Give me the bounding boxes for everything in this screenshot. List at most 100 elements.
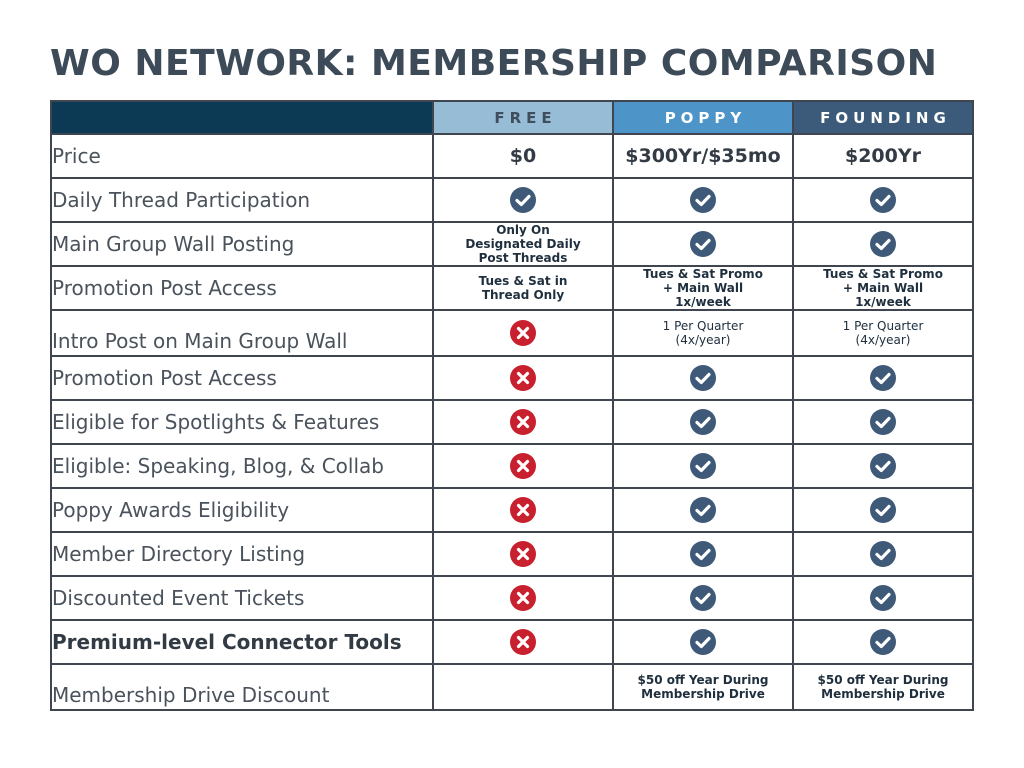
cell-free bbox=[432, 663, 614, 711]
cell-note: Tues & Sat Promo + Main Wall 1x/week bbox=[823, 267, 943, 309]
feature-label: Daily Thread Participation bbox=[50, 177, 434, 223]
cell-note: 1 Per Quarter (4x/year) bbox=[662, 319, 744, 347]
cell-poppy bbox=[612, 531, 794, 577]
cell-poppy bbox=[612, 487, 794, 533]
tier-header-poppy: POPPY bbox=[612, 100, 794, 135]
feature-label: Member Directory Listing bbox=[50, 531, 434, 577]
cell-founding bbox=[792, 355, 974, 401]
check-icon bbox=[690, 409, 716, 435]
cell-free bbox=[432, 531, 614, 577]
cell-founding bbox=[792, 177, 974, 223]
cell-free bbox=[432, 487, 614, 533]
check-icon bbox=[690, 453, 716, 479]
cell-note: Only On Designated Daily Post Threads bbox=[465, 223, 581, 265]
cell-poppy: 1 Per Quarter (4x/year) bbox=[612, 309, 794, 357]
cell-founding bbox=[792, 575, 974, 621]
cross-icon bbox=[510, 585, 536, 611]
feature-label: Intro Post on Main Group Wall bbox=[50, 309, 434, 357]
feature-label: Promotion Post Access bbox=[50, 355, 434, 401]
cell-free bbox=[432, 355, 614, 401]
cell-note: $50 off Year During Membership Drive bbox=[637, 673, 769, 701]
page-title: WO NETWORK: MEMBERSHIP COMPARISON bbox=[50, 43, 938, 84]
table-row: Intro Post on Main Group Wall 1 Per Quar… bbox=[50, 309, 974, 357]
cell-poppy: $50 off Year During Membership Drive bbox=[612, 663, 794, 711]
check-icon bbox=[510, 187, 536, 213]
cell-free bbox=[432, 177, 614, 223]
price-free: $0 bbox=[509, 145, 537, 167]
feature-label: Main Group Wall Posting bbox=[50, 221, 434, 267]
cell-poppy bbox=[612, 177, 794, 223]
comparison-table: FREE POPPY FOUNDING Price $0 $300Yr/$35m… bbox=[50, 100, 974, 711]
feature-label: Membership Drive Discount bbox=[50, 663, 434, 711]
cell-note: $50 off Year During Membership Drive bbox=[817, 673, 949, 701]
cell-free bbox=[432, 575, 614, 621]
check-icon bbox=[690, 585, 716, 611]
cell-poppy bbox=[612, 619, 794, 665]
cross-icon bbox=[510, 365, 536, 391]
cross-icon bbox=[510, 453, 536, 479]
check-icon bbox=[870, 409, 896, 435]
price-poppy: $300Yr/$35mo bbox=[625, 145, 781, 167]
feature-label: Eligible: Speaking, Blog, & Collab bbox=[50, 443, 434, 489]
feature-label: Poppy Awards Eligibility bbox=[50, 487, 434, 533]
table-row: Price $0 $300Yr/$35mo $200Yr bbox=[50, 133, 974, 179]
tier-header-founding: FOUNDING bbox=[792, 100, 974, 135]
tier-header-free: FREE bbox=[432, 100, 614, 135]
check-icon bbox=[690, 497, 716, 523]
cell-poppy bbox=[612, 399, 794, 445]
check-icon bbox=[690, 187, 716, 213]
cross-icon bbox=[510, 629, 536, 655]
tier-label-free: FREE bbox=[494, 108, 557, 127]
cell-poppy bbox=[612, 355, 794, 401]
tier-label-poppy: POPPY bbox=[664, 108, 747, 127]
cell-poppy: Tues & Sat Promo + Main Wall 1x/week bbox=[612, 265, 794, 311]
price-founding: $200Yr bbox=[844, 145, 921, 167]
cell-poppy: $300Yr/$35mo bbox=[612, 133, 794, 179]
table-row: Promotion Post Access Tues & Sat in Thre… bbox=[50, 265, 974, 311]
table-header-row: FREE POPPY FOUNDING bbox=[50, 100, 974, 135]
cell-poppy bbox=[612, 575, 794, 621]
check-icon bbox=[870, 453, 896, 479]
cross-icon bbox=[510, 320, 536, 346]
table-row: Main Group Wall Posting Only On Designat… bbox=[50, 221, 974, 267]
check-icon bbox=[690, 365, 716, 391]
cross-icon bbox=[510, 497, 536, 523]
check-icon bbox=[690, 541, 716, 567]
cross-icon bbox=[510, 409, 536, 435]
check-icon bbox=[870, 497, 896, 523]
table-row: Eligible: Speaking, Blog, & Collab bbox=[50, 443, 974, 489]
cell-free bbox=[432, 443, 614, 489]
check-icon bbox=[870, 541, 896, 567]
cell-poppy bbox=[612, 221, 794, 267]
cell-founding bbox=[792, 221, 974, 267]
cell-founding: $50 off Year During Membership Drive bbox=[792, 663, 974, 711]
cell-founding: Tues & Sat Promo + Main Wall 1x/week bbox=[792, 265, 974, 311]
cell-note: 1 Per Quarter (4x/year) bbox=[842, 319, 924, 347]
cell-free: $0 bbox=[432, 133, 614, 179]
table-row: Poppy Awards Eligibility bbox=[50, 487, 974, 533]
cell-poppy bbox=[612, 443, 794, 489]
check-icon bbox=[870, 629, 896, 655]
check-icon bbox=[870, 365, 896, 391]
cell-founding bbox=[792, 619, 974, 665]
cell-free: Tues & Sat in Thread Only bbox=[432, 265, 614, 311]
cell-free: Only On Designated Daily Post Threads bbox=[432, 221, 614, 267]
check-icon bbox=[870, 585, 896, 611]
table-row: Daily Thread Participation bbox=[50, 177, 974, 223]
feature-label: Premium-level Connector Tools bbox=[50, 619, 434, 665]
tier-label-founding: FOUNDING bbox=[820, 108, 951, 127]
table-row: Membership Drive Discount $50 off Year D… bbox=[50, 663, 974, 711]
table-row: Promotion Post Access bbox=[50, 355, 974, 401]
header-blank-cell bbox=[50, 100, 434, 135]
check-icon bbox=[870, 187, 896, 213]
cell-founding bbox=[792, 443, 974, 489]
cross-icon bbox=[510, 541, 536, 567]
check-icon bbox=[690, 629, 716, 655]
table-row: Member Directory Listing bbox=[50, 531, 974, 577]
check-icon bbox=[870, 231, 896, 257]
table-row: Premium-level Connector Tools bbox=[50, 619, 974, 665]
table-row: Eligible for Spotlights & Features bbox=[50, 399, 974, 445]
feature-label: Promotion Post Access bbox=[50, 265, 434, 311]
feature-label: Discounted Event Tickets bbox=[50, 575, 434, 621]
feature-label: Price bbox=[50, 133, 434, 179]
